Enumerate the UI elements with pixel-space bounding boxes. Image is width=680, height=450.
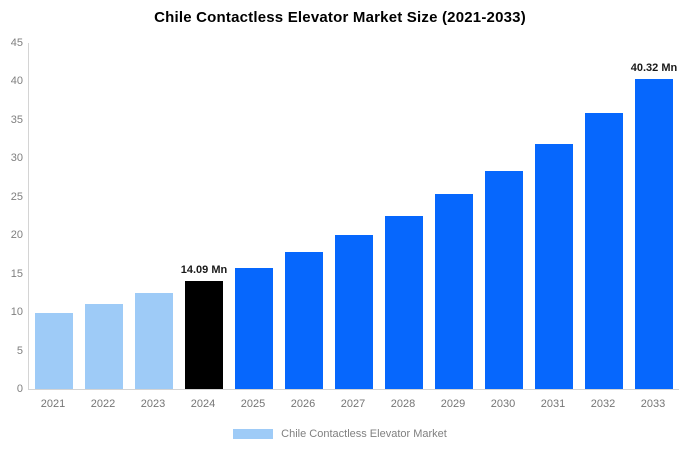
y-axis-tick-label-30: 30: [10, 152, 23, 165]
x-axis-label-2025: 2025: [240, 398, 266, 410]
bar-2024: [185, 280, 223, 389]
y-axis-tick-label-25: 25: [10, 190, 23, 203]
y-axis-tick-label-0: 0: [16, 383, 23, 395]
x-axis-label-2029: 2029: [440, 398, 466, 410]
y-axis-tick-label-35: 35: [10, 113, 23, 126]
data-label-2024: 14.09 Mn: [180, 263, 228, 276]
y-axis-tick-label-5: 5: [16, 344, 23, 357]
x-axis-label-2023: 2023: [140, 398, 166, 410]
bar-2033: [635, 78, 673, 389]
bar-2032: [585, 112, 623, 389]
legend: Chile Contactless Elevator Market: [0, 426, 680, 442]
x-axis-label-2027: 2027: [340, 398, 366, 410]
bar-2026: [285, 252, 323, 389]
bar-2027: [335, 235, 373, 389]
bar-2022: [85, 303, 123, 389]
data-label-2033: 40.32 Mn: [630, 61, 678, 74]
y-axis-tick-label-10: 10: [10, 306, 23, 319]
legend-label: Chile Contactless Elevator Market: [281, 428, 447, 440]
bar-2028: [385, 216, 423, 389]
chart-title: Chile Contactless Elevator Market Size (…: [154, 9, 526, 26]
plot-area: 14.09 Mn 40.32 Mn: [28, 43, 679, 390]
bar-2023: [135, 292, 173, 389]
legend-swatch: [233, 429, 274, 439]
x-axis-label-2024: 2024: [190, 398, 216, 410]
x-axis-label-2022: 2022: [90, 398, 116, 410]
x-axis-label-2033: 2033: [640, 398, 666, 410]
bar-2030: [485, 170, 523, 389]
bar-2021: [35, 312, 73, 389]
bar-2029: [435, 194, 473, 389]
y-axis-tick-label-40: 40: [10, 75, 23, 88]
x-axis-label-2028: 2028: [390, 398, 416, 410]
x-axis-label-2031: 2031: [540, 398, 566, 410]
x-axis-label-2030: 2030: [490, 398, 516, 410]
x-axis-label-2021: 2021: [40, 398, 66, 410]
bar-2025: [235, 267, 273, 389]
y-axis-tick-label-20: 20: [10, 229, 23, 242]
y-axis-tick-label-45: 45: [10, 37, 23, 49]
x-axis-label-2032: 2032: [590, 398, 616, 410]
y-axis-tick-label-15: 15: [10, 267, 23, 280]
bar-2031: [535, 143, 573, 389]
x-axis-label-2026: 2026: [290, 398, 316, 410]
